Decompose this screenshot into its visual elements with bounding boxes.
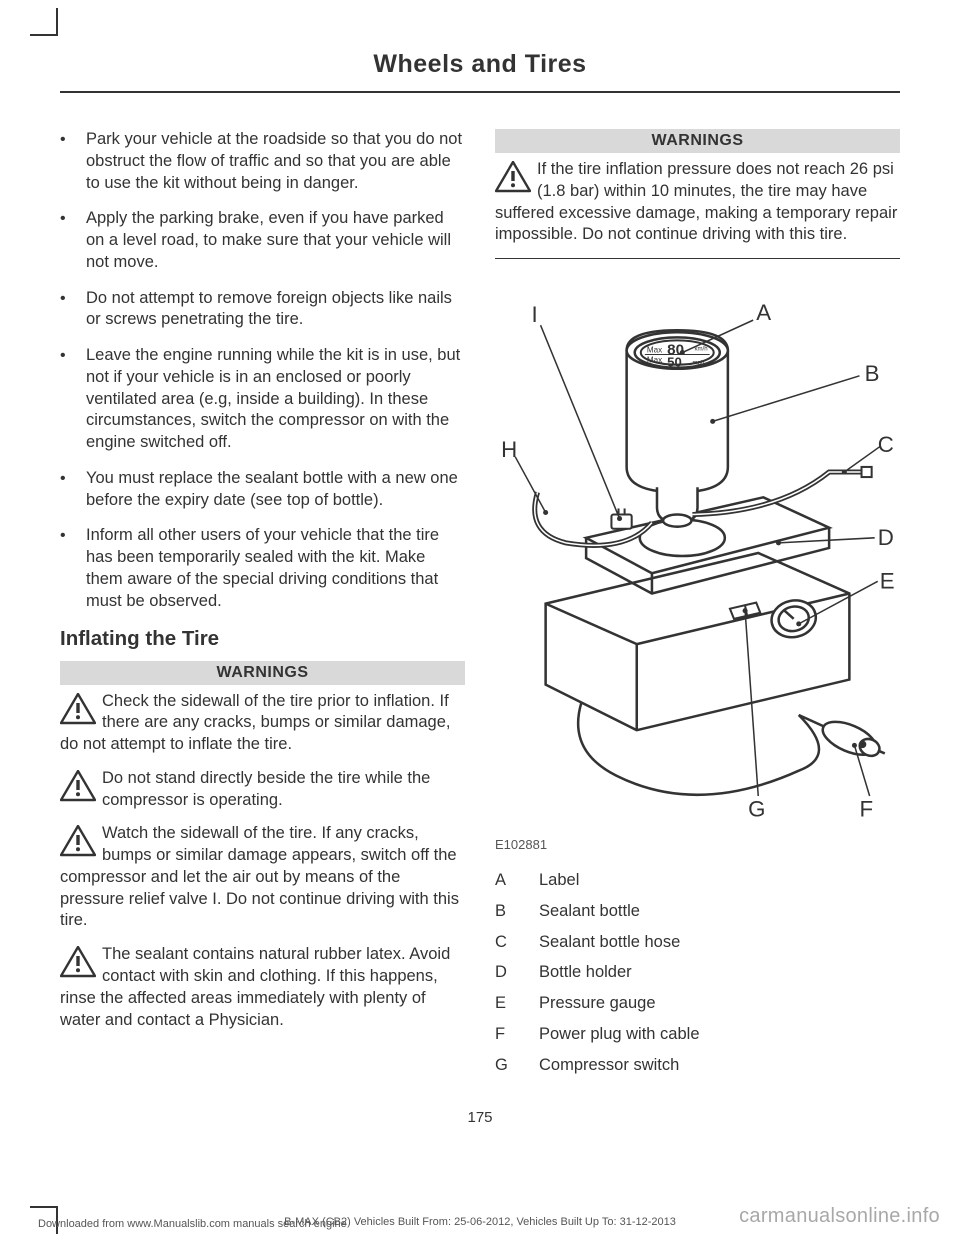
legend-row: GCompressor switch [495, 1055, 900, 1077]
section-heading: Inflating the Tire [60, 627, 465, 651]
legend-row: BSealant bottle [495, 901, 900, 923]
callout-g: G [748, 796, 765, 821]
warning-icon [60, 693, 96, 725]
list-item: •You must replace the sealant bottle wit… [60, 468, 465, 512]
footer-right: carmanualsonline.info [739, 1205, 940, 1228]
legend-label: Sealant bottle hose [539, 932, 680, 954]
svg-text:km/h: km/h [694, 347, 707, 353]
callout-e: E [880, 569, 895, 594]
bullet-dot: • [60, 129, 86, 194]
legend-label: Label [539, 870, 579, 892]
svg-text:mph: mph [692, 361, 704, 367]
warnings-heading: WARNINGS [60, 661, 465, 685]
warning-item: Check the sidewall of the tire prior to … [60, 691, 465, 756]
diagram-caption: E102881 [495, 837, 900, 852]
warning-icon [495, 161, 531, 193]
list-item: •Leave the engine running while the kit … [60, 345, 465, 454]
legend-key: A [495, 870, 539, 892]
callout-h: H [501, 437, 517, 462]
legend-key: D [495, 962, 539, 984]
warning-text: Do not stand directly beside the tire wh… [102, 769, 430, 809]
callout-a: A [756, 300, 771, 325]
callout-f: F [860, 796, 874, 821]
legend-row: EPressure gauge [495, 993, 900, 1015]
legend-row: ALabel [495, 870, 900, 892]
legend-label: Pressure gauge [539, 993, 656, 1015]
bullet-dot: • [60, 525, 86, 612]
legend-label: Compressor switch [539, 1055, 679, 1077]
left-column: •Park your vehicle at the roadside so th… [60, 129, 465, 1085]
warning-text: Watch the sidewall of the tire. If any c… [60, 824, 459, 929]
bullet-dot: • [60, 468, 86, 512]
list-item: •Inform all other users of your vehicle … [60, 525, 465, 612]
callout-i: I [531, 302, 537, 327]
list-item: •Apply the parking brake, even if you ha… [60, 208, 465, 273]
warning-item: The sealant contains natural rubber late… [60, 944, 465, 1031]
legend-list: ALabel BSealant bottle CSealant bottle h… [495, 870, 900, 1076]
warning-item: Watch the sidewall of the tire. If any c… [60, 823, 465, 932]
legend-key: G [495, 1055, 539, 1077]
warning-item: If the tire inflation pressure does not … [495, 159, 900, 246]
list-text: Park your vehicle at the roadside so tha… [86, 129, 465, 194]
svg-text:Max: Max [647, 356, 662, 365]
warning-icon [60, 770, 96, 802]
bullet-dot: • [60, 288, 86, 332]
list-item: •Do not attempt to remove foreign object… [60, 288, 465, 332]
legend-label: Sealant bottle [539, 901, 640, 923]
bullet-dot: • [60, 208, 86, 273]
crop-mark [30, 8, 58, 36]
legend-key: B [495, 901, 539, 923]
callout-b: B [865, 361, 880, 386]
list-text: Leave the engine running while the kit i… [86, 345, 465, 454]
divider [495, 258, 900, 259]
callout-d: D [878, 525, 894, 550]
list-item: •Park your vehicle at the roadside so th… [60, 129, 465, 194]
legend-key: F [495, 1024, 539, 1046]
callout-c: C [878, 432, 894, 457]
list-text: You must replace the sealant bottle with… [86, 468, 465, 512]
legend-key: C [495, 932, 539, 954]
gauge-max-text: Max [647, 346, 662, 355]
legend-row: FPower plug with cable [495, 1024, 900, 1046]
bullet-dot: • [60, 345, 86, 454]
list-text: Apply the parking brake, even if you hav… [86, 208, 465, 273]
legend-label: Power plug with cable [539, 1024, 700, 1046]
right-column: WARNINGS If the tire inflation pressure … [495, 129, 900, 1085]
legend-row: DBottle holder [495, 962, 900, 984]
list-text: Do not attempt to remove foreign objects… [86, 288, 465, 332]
page-title: Wheels and Tires [60, 50, 900, 93]
instruction-list: •Park your vehicle at the roadside so th… [60, 129, 465, 613]
kit-diagram: Max 80 km/h Max 50 mph [495, 273, 900, 833]
warning-text: If the tire inflation pressure does not … [495, 160, 897, 243]
warnings-heading: WARNINGS [495, 129, 900, 153]
warning-text: The sealant contains natural rubber late… [60, 945, 450, 1028]
page-number: 175 [60, 1109, 900, 1126]
list-text: Inform all other users of your vehicle t… [86, 525, 465, 612]
warning-text: Check the sidewall of the tire prior to … [60, 692, 450, 754]
legend-label: Bottle holder [539, 962, 632, 984]
warning-icon [60, 946, 96, 978]
legend-row: CSealant bottle hose [495, 932, 900, 954]
content-columns: •Park your vehicle at the roadside so th… [60, 129, 900, 1085]
warning-item: Do not stand directly beside the tire wh… [60, 768, 465, 812]
legend-key: E [495, 993, 539, 1015]
warning-icon [60, 825, 96, 857]
svg-text:50: 50 [667, 355, 682, 370]
